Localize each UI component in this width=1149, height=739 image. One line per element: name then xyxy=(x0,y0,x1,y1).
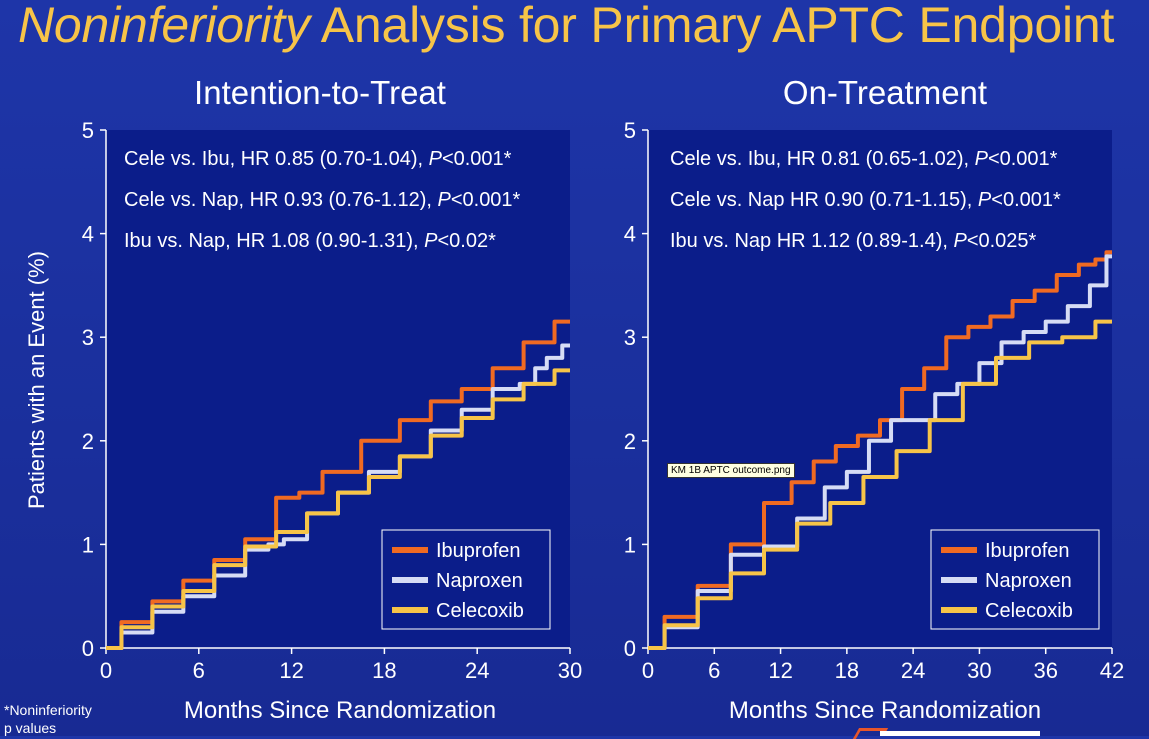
x-tick-label: 0 xyxy=(100,658,112,683)
hr-annotation: Cele vs. Ibu, HR 0.85 (0.70-1.04), P<0.0… xyxy=(124,148,512,170)
y-tick-label: 5 xyxy=(82,118,94,143)
hr-annotation-text: Cele vs. Ibu, HR 0.85 (0.70-1.04), xyxy=(124,148,429,170)
hr-annotation-text: Cele vs. Nap, HR 0.93 (0.76-1.12), xyxy=(124,189,437,211)
x-tick-label: 12 xyxy=(768,658,792,683)
y-tick-label: 4 xyxy=(82,222,94,247)
x-tick-label: 30 xyxy=(967,658,991,683)
chart-title-ot: On-Treatment xyxy=(782,74,988,111)
legend-label-ibuprofen: Ibuprofen xyxy=(436,540,521,562)
p-value: <0.02* xyxy=(438,230,497,252)
x-tick-label: 24 xyxy=(901,658,925,683)
x-tick-label: 24 xyxy=(465,658,489,683)
p-symbol: P xyxy=(429,148,443,170)
x-tick-label: 6 xyxy=(193,658,205,683)
series-line-celecoxib xyxy=(106,368,570,650)
x-tick-label: 18 xyxy=(372,658,396,683)
legend-label-ibuprofen: Ibuprofen xyxy=(985,540,1070,562)
legend: Ibuprofen Naproxen Celecoxib xyxy=(381,529,551,630)
hr-annotation: Cele vs. Ibu, HR 0.81 (0.65-1.02), P<0.0… xyxy=(670,148,1058,170)
x-tick-label: 30 xyxy=(558,658,582,683)
p-value: <0.001* xyxy=(451,189,521,211)
footnote-line-1: *Noninferiority xyxy=(4,702,92,718)
x-tick-label: 0 xyxy=(642,658,654,683)
y-tick-label: 3 xyxy=(624,325,636,350)
legend-label-celecoxib: Celecoxib xyxy=(436,600,524,622)
x-tick-label: 6 xyxy=(708,658,720,683)
y-tick-label: 3 xyxy=(82,325,94,350)
series-line-celecoxib xyxy=(648,319,1112,650)
p-value: <0.001* xyxy=(991,189,1061,211)
y-tick-label: 2 xyxy=(624,429,636,454)
footnote: *Noninferiority p values xyxy=(4,701,124,737)
y-tick-label: 0 xyxy=(624,636,636,661)
slide-title-italic: Noninferiority xyxy=(18,0,310,53)
p-symbol: P xyxy=(424,230,438,252)
y-tick-label: 5 xyxy=(624,118,636,143)
white-bar-fragment xyxy=(880,731,1040,736)
hr-annotation-text: Ibu vs. Nap HR 1.12 (0.89-1.4), xyxy=(670,230,953,252)
filename-tooltip: KM 1B APTC outcome.png xyxy=(667,463,795,478)
x-tick-label: 18 xyxy=(835,658,859,683)
legend-label-celecoxib: Celecoxib xyxy=(985,600,1073,622)
slide-title: Noninferiority Analysis for Primary APTC… xyxy=(18,0,1114,54)
x-axis-label-ot: Months Since Randomization xyxy=(728,697,1042,724)
x-tick-label: 42 xyxy=(1100,658,1124,683)
y-tick-label: 1 xyxy=(624,532,636,557)
y-tick-label: 2 xyxy=(82,429,94,454)
y-tick-label: 4 xyxy=(624,222,636,247)
x-axis-label-itt: Months Since Randomization xyxy=(183,697,497,724)
hr-annotation: Cele vs. Nap HR 0.90 (0.71-1.15), P<0.00… xyxy=(670,189,1061,211)
x-tick-label: 36 xyxy=(1033,658,1057,683)
series-line-ibuprofen xyxy=(648,250,1112,650)
legend-label-naproxen: Naproxen xyxy=(985,570,1072,592)
y-tick-label: 1 xyxy=(82,532,94,557)
hr-annotation-text: Ibu vs. Nap, HR 1.08 (0.90-1.31), xyxy=(124,230,424,252)
chart-title-itt: Intention-to-Treat xyxy=(194,74,446,111)
hr-annotation-text: Cele vs. Ibu, HR 0.81 (0.65-1.02), xyxy=(670,148,975,170)
legend: Ibuprofen Naproxen Celecoxib xyxy=(930,529,1100,630)
hr-annotation: Cele vs. Nap, HR 0.93 (0.76-1.12), P<0.0… xyxy=(124,189,521,211)
p-symbol: P xyxy=(978,189,992,211)
p-value: <0.001* xyxy=(442,148,512,170)
legend-label-naproxen: Naproxen xyxy=(436,570,523,592)
p-symbol: P xyxy=(975,148,989,170)
series-line-naproxen xyxy=(648,254,1112,650)
hr-annotation: Ibu vs. Nap HR 1.12 (0.89-1.4), P<0.025* xyxy=(670,230,1037,252)
p-symbol: P xyxy=(953,230,967,252)
p-value: <0.001* xyxy=(988,148,1058,170)
hr-annotation: Ibu vs. Nap, HR 1.08 (0.90-1.31), P<0.02… xyxy=(124,230,496,252)
slide-title-rest: Analysis for Primary APTC Endpoint xyxy=(320,0,1115,53)
p-value: <0.025* xyxy=(967,230,1037,252)
y-tick-label: 0 xyxy=(82,636,94,661)
hr-annotation-text: Cele vs. Nap HR 0.90 (0.71-1.15), xyxy=(670,189,978,211)
footnote-line-2: p values xyxy=(4,720,57,736)
p-symbol: P xyxy=(437,189,451,211)
x-tick-label: 12 xyxy=(279,658,303,683)
